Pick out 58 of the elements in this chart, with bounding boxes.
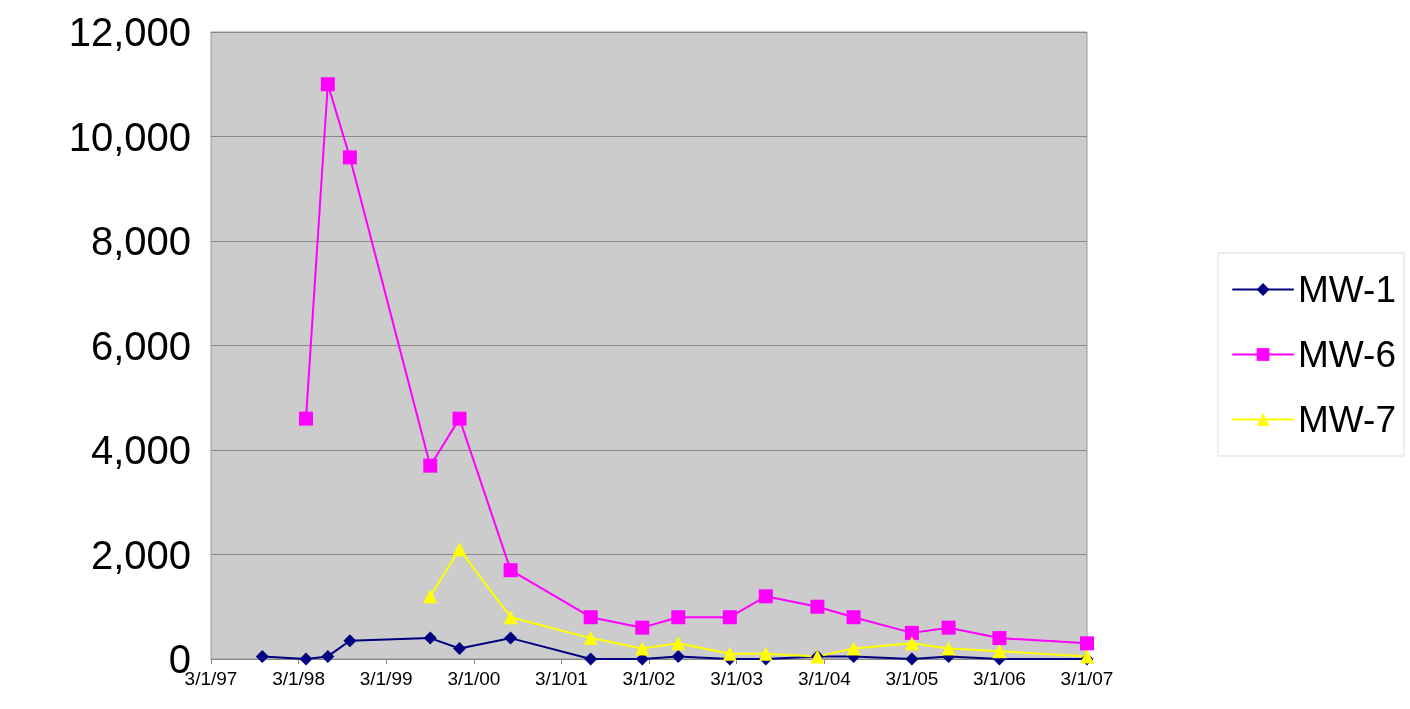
- point: [423, 458, 438, 473]
- point: [342, 150, 357, 165]
- point: [423, 589, 438, 604]
- y-tick-label: 6,000: [90, 323, 191, 368]
- point: [905, 652, 919, 666]
- point: [299, 652, 313, 666]
- point: [452, 542, 467, 557]
- point: [503, 563, 518, 578]
- y-tick-label: 4,000: [90, 428, 191, 472]
- point: [452, 411, 467, 426]
- x-tick-label: 3/1/98: [272, 668, 325, 689]
- point: [904, 625, 919, 640]
- y-tick-label: 10,000: [68, 114, 191, 159]
- point: [343, 634, 357, 648]
- point: [320, 77, 335, 92]
- x-tick-label: 3/1/01: [535, 668, 588, 689]
- point: [992, 644, 1007, 659]
- x-tick-label: 3/1/02: [622, 668, 676, 689]
- point: [758, 646, 773, 661]
- point: [671, 610, 686, 625]
- point: [584, 652, 598, 666]
- point: [504, 631, 518, 645]
- point: [846, 641, 861, 656]
- point: [453, 642, 466, 656]
- legend-label: MW-6: [1298, 334, 1397, 375]
- point: [810, 599, 825, 614]
- point: [503, 610, 518, 625]
- point: [671, 649, 685, 663]
- x-tick-label: 3/1/04: [797, 668, 852, 689]
- point: [1080, 636, 1094, 651]
- point: [992, 631, 1007, 646]
- point: [758, 589, 773, 604]
- point: [635, 620, 650, 635]
- point: [941, 641, 956, 656]
- x-tick-label: 3/1/07: [1060, 668, 1114, 689]
- x-tick-label: 3/1/05: [885, 668, 939, 689]
- legend-label: MW-1: [1298, 269, 1397, 310]
- x-tick-label: 3/1/06: [973, 668, 1026, 689]
- point: [635, 641, 650, 656]
- y-tick-label: 2,000: [90, 532, 191, 577]
- point: [671, 636, 686, 651]
- point: [255, 649, 269, 663]
- point: [904, 636, 919, 651]
- point: [722, 646, 737, 661]
- point: [583, 610, 598, 625]
- point: [423, 631, 437, 645]
- y-tick-label: 12,000: [68, 10, 191, 54]
- point: [846, 610, 861, 625]
- point: [722, 610, 737, 625]
- point: [298, 411, 313, 426]
- point: [941, 620, 956, 635]
- x-tick-label: 3/1/99: [359, 668, 413, 689]
- y-tick-label: 8,000: [90, 219, 191, 263]
- point: [321, 649, 335, 663]
- x-tick-label: 3/1/03: [710, 668, 763, 689]
- x-tick-label: 3/1/00: [447, 668, 501, 689]
- point: [583, 631, 598, 646]
- legend-label: MW-7: [1298, 399, 1397, 440]
